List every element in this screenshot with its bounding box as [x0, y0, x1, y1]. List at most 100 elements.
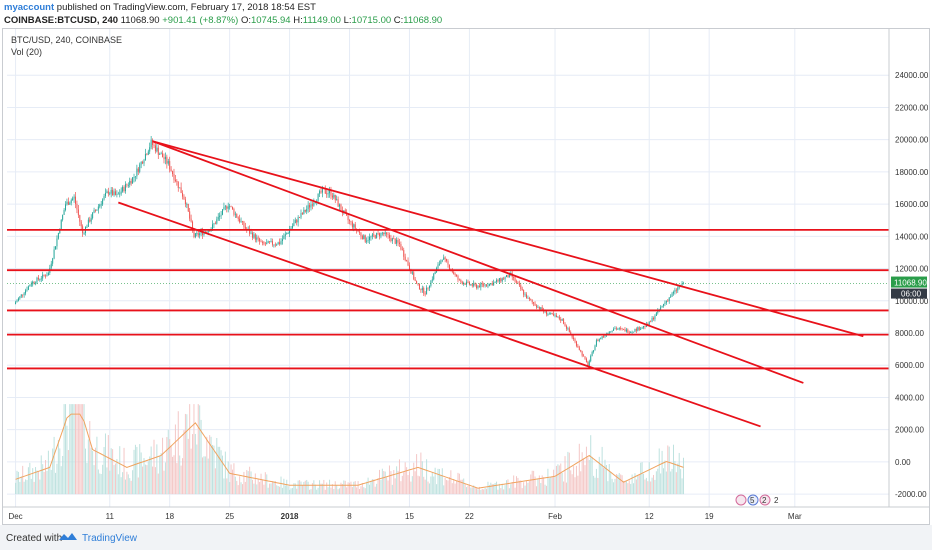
- volume-bar: [437, 468, 439, 495]
- price-chart[interactable]: 24000.0022000.0020000.0018000.0016000.00…: [3, 29, 929, 524]
- publish-text: published on TradingView.com, February 1…: [56, 2, 316, 13]
- candle-body: [524, 294, 526, 296]
- volume-bar: [207, 458, 209, 495]
- volume-bar: [303, 481, 305, 495]
- candle-body: [244, 226, 246, 229]
- volume-bar: [387, 480, 389, 495]
- volume-bar: [397, 470, 399, 495]
- candle-body: [593, 350, 595, 352]
- volume-bar: [321, 483, 323, 495]
- event-marker-icon[interactable]: [759, 494, 771, 506]
- volume-bar: [190, 448, 192, 495]
- volume-bar: [356, 487, 358, 495]
- candle-body: [224, 206, 226, 208]
- volume-bar: [84, 448, 86, 495]
- volume-bar: [420, 452, 422, 495]
- x-tick-label: 19: [705, 512, 714, 521]
- candle-body: [533, 302, 535, 304]
- volume-bar: [530, 474, 532, 495]
- volume-bar: [398, 459, 400, 495]
- candle-body: [437, 264, 439, 269]
- volume-bar: [583, 458, 585, 495]
- candle-body: [380, 232, 382, 237]
- candle-body: [67, 201, 69, 205]
- y-tick-label: 24000.00: [895, 71, 929, 80]
- candle-body: [378, 233, 380, 237]
- volume-bar: [17, 471, 19, 495]
- volume-bar: [330, 487, 332, 495]
- candle-body: [306, 209, 308, 212]
- candle-body: [256, 237, 258, 240]
- volume-bar: [618, 473, 620, 495]
- event-marker-count: 5: [750, 496, 755, 505]
- chart-frame[interactable]: 24000.00 22000.00 20000.00 18000.00 16000.00…: [2, 28, 930, 525]
- volume-bar: [470, 487, 472, 495]
- volume-bar: [575, 465, 577, 495]
- volume-bar: [183, 430, 185, 495]
- candle-body: [500, 278, 502, 282]
- volume-bar: [311, 483, 313, 495]
- event-marker-icon[interactable]: [747, 494, 759, 506]
- volume-bar: [527, 482, 529, 495]
- candle-body: [99, 204, 101, 207]
- event-markers[interactable]: 5 2 2: [735, 494, 779, 506]
- volume-bar: [491, 484, 493, 495]
- candle-body: [630, 332, 632, 334]
- volume-bar: [147, 461, 149, 495]
- candle-body: [466, 281, 468, 285]
- candle-body: [237, 217, 239, 219]
- candle-body: [103, 196, 105, 200]
- trendlines[interactable]: [118, 140, 864, 428]
- horizontal-levels[interactable]: [7, 228, 889, 370]
- event-marker-icon[interactable]: [735, 494, 747, 506]
- volume-bar: [446, 479, 448, 495]
- volume-bar: [421, 461, 423, 495]
- candle-body: [86, 226, 88, 228]
- volume-bar: [96, 436, 98, 495]
- candle-body: [166, 156, 168, 164]
- volume-bar: [373, 479, 375, 495]
- candle-body: [523, 289, 525, 295]
- volume-bar: [367, 477, 369, 495]
- publish-info: myaccount published on TradingView.com, …: [4, 2, 316, 13]
- volume-bar: [196, 444, 198, 495]
- volume-bar: [403, 472, 405, 495]
- volume-bar: [324, 489, 326, 495]
- volume-bar: [595, 468, 597, 495]
- candle-body: [394, 238, 396, 244]
- tradingview-link[interactable]: TradingView: [82, 533, 138, 544]
- chart-header: myaccount published on TradingView.com, …: [0, 0, 932, 27]
- account-link[interactable]: myaccount: [4, 2, 55, 13]
- volume-bar: [378, 469, 380, 495]
- grid: [7, 29, 889, 507]
- candle-body: [220, 214, 222, 216]
- volume-bar: [40, 455, 42, 495]
- volume-bar: [290, 488, 292, 495]
- volume-bar: [320, 483, 322, 495]
- volume-bar: [124, 479, 126, 495]
- volume-bar: [541, 475, 543, 495]
- volume-bar: [314, 484, 316, 495]
- candle-body: [678, 285, 680, 288]
- candle-body: [193, 229, 195, 237]
- candle-body: [62, 214, 64, 220]
- volume-bar: [23, 481, 25, 495]
- candle-body: [127, 184, 129, 186]
- candle-body: [241, 221, 243, 223]
- volume-bar: [424, 479, 426, 495]
- volume-bar: [370, 481, 372, 495]
- volume-bar: [550, 477, 552, 495]
- candle-body: [124, 184, 126, 192]
- volume-bar: [567, 451, 569, 495]
- volume-bar: [360, 486, 362, 495]
- volume-bar: [53, 436, 55, 495]
- volume-bar: [213, 445, 215, 495]
- candle-body: [277, 242, 279, 245]
- volume-bar: [406, 467, 408, 495]
- volume-bar: [608, 464, 610, 495]
- volume-bar: [645, 477, 647, 495]
- volume-bar: [112, 449, 114, 495]
- volume-bar: [675, 472, 677, 495]
- candle-body: [391, 238, 393, 242]
- y-tick-label: 12000.00: [895, 265, 929, 274]
